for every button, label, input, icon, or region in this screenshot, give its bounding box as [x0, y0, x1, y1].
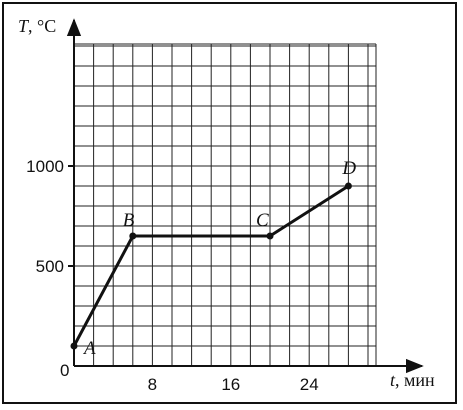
axes: 500 1000 8 16 24: [26, 18, 424, 394]
data-point-b: [129, 232, 137, 240]
y-tick-label: 1000: [26, 157, 64, 176]
grid: [74, 43, 377, 366]
series-line-layer: A B C D: [70, 158, 356, 359]
point-label-a: A: [82, 338, 96, 359]
origin-label: 0: [60, 361, 69, 380]
data-point-d: [344, 182, 352, 190]
chart-frame: 500 1000 8 16 24 A B C D T, °C t, мин 0: [2, 2, 457, 404]
x-tick-label: 16: [221, 375, 240, 394]
y-axis-title: T, °C: [18, 16, 56, 36]
x-axis-title: t, мин: [390, 370, 435, 390]
data-point-c: [266, 232, 274, 240]
series-line: [72, 184, 350, 347]
point-label-d: D: [341, 158, 356, 179]
x-tick-label: 8: [148, 375, 157, 394]
y-tick-label: 500: [36, 257, 64, 276]
point-label-b: B: [123, 210, 135, 231]
labels: T, °C t, мин 0: [18, 16, 435, 390]
data-point-a: [70, 342, 78, 350]
temperature-time-chart: 500 1000 8 16 24 A B C D T, °C t, мин 0: [18, 16, 435, 394]
point-label-c: C: [256, 210, 269, 231]
x-tick-label: 24: [300, 375, 319, 394]
